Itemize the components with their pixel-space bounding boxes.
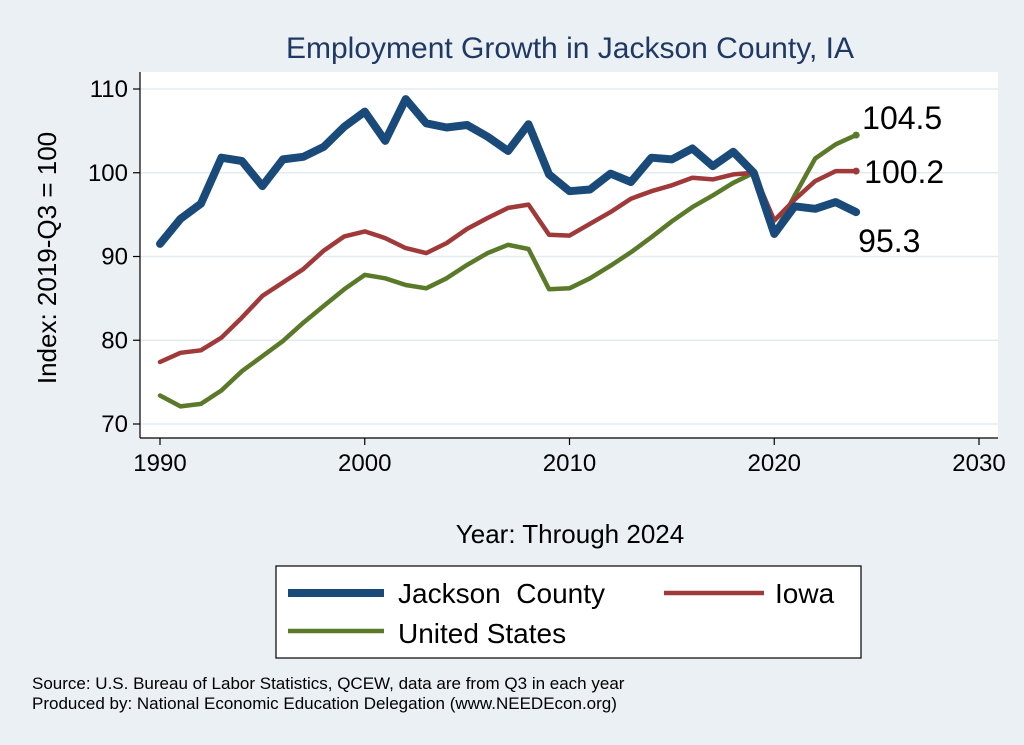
legend-label-united-states: United States bbox=[398, 618, 566, 649]
x-tick-label: 1990 bbox=[133, 450, 186, 477]
series-line-jackson-county bbox=[156, 95, 861, 248]
legend-label-iowa: Iowa bbox=[775, 578, 835, 609]
series-line-united-states bbox=[157, 132, 859, 409]
end-label-jackson-county: 95.3 bbox=[858, 223, 920, 259]
series-end-point-iowa bbox=[852, 167, 860, 175]
x-tick-label: 2030 bbox=[952, 450, 1005, 477]
end-label-united-states: 104.5 bbox=[862, 100, 942, 136]
source-line: Source: U.S. Bureau of Labor Statistics,… bbox=[32, 674, 625, 693]
x-tick-label: 2000 bbox=[338, 450, 391, 477]
end-label-iowa: 100.2 bbox=[864, 154, 944, 190]
y-tick-label: 70 bbox=[101, 411, 128, 438]
series-end-point-jackson-county bbox=[852, 208, 860, 216]
produced-by-line: Produced by: National Economic Education… bbox=[32, 694, 617, 713]
y-axis-label: Index: 2019-Q3 = 100 bbox=[32, 132, 62, 384]
y-tick-label: 100 bbox=[88, 160, 128, 187]
end-labels: 95.3 100.2 104.5 bbox=[858, 100, 944, 259]
series-end-point-united-states bbox=[852, 131, 860, 139]
legend: Jackson County Iowa United States bbox=[275, 565, 862, 659]
series-line-iowa bbox=[157, 168, 859, 365]
x-axis-label: Year: Through 2024 bbox=[456, 519, 684, 549]
y-tick-label: 90 bbox=[101, 244, 128, 271]
x-tick-label: 2020 bbox=[748, 450, 801, 477]
y-tick-label: 80 bbox=[101, 327, 128, 354]
chart-title: Employment Growth in Jackson County, IA bbox=[286, 32, 854, 65]
y-tick-label: 110 bbox=[90, 76, 128, 103]
axes: 70 80 90 100 110 1990 2000 2010 2020 2030 bbox=[88, 72, 1006, 477]
x-tick-label: 2010 bbox=[543, 450, 596, 477]
legend-label-jackson-county: Jackson County bbox=[398, 578, 605, 609]
legend-box bbox=[275, 565, 862, 659]
series-lines bbox=[156, 95, 861, 409]
